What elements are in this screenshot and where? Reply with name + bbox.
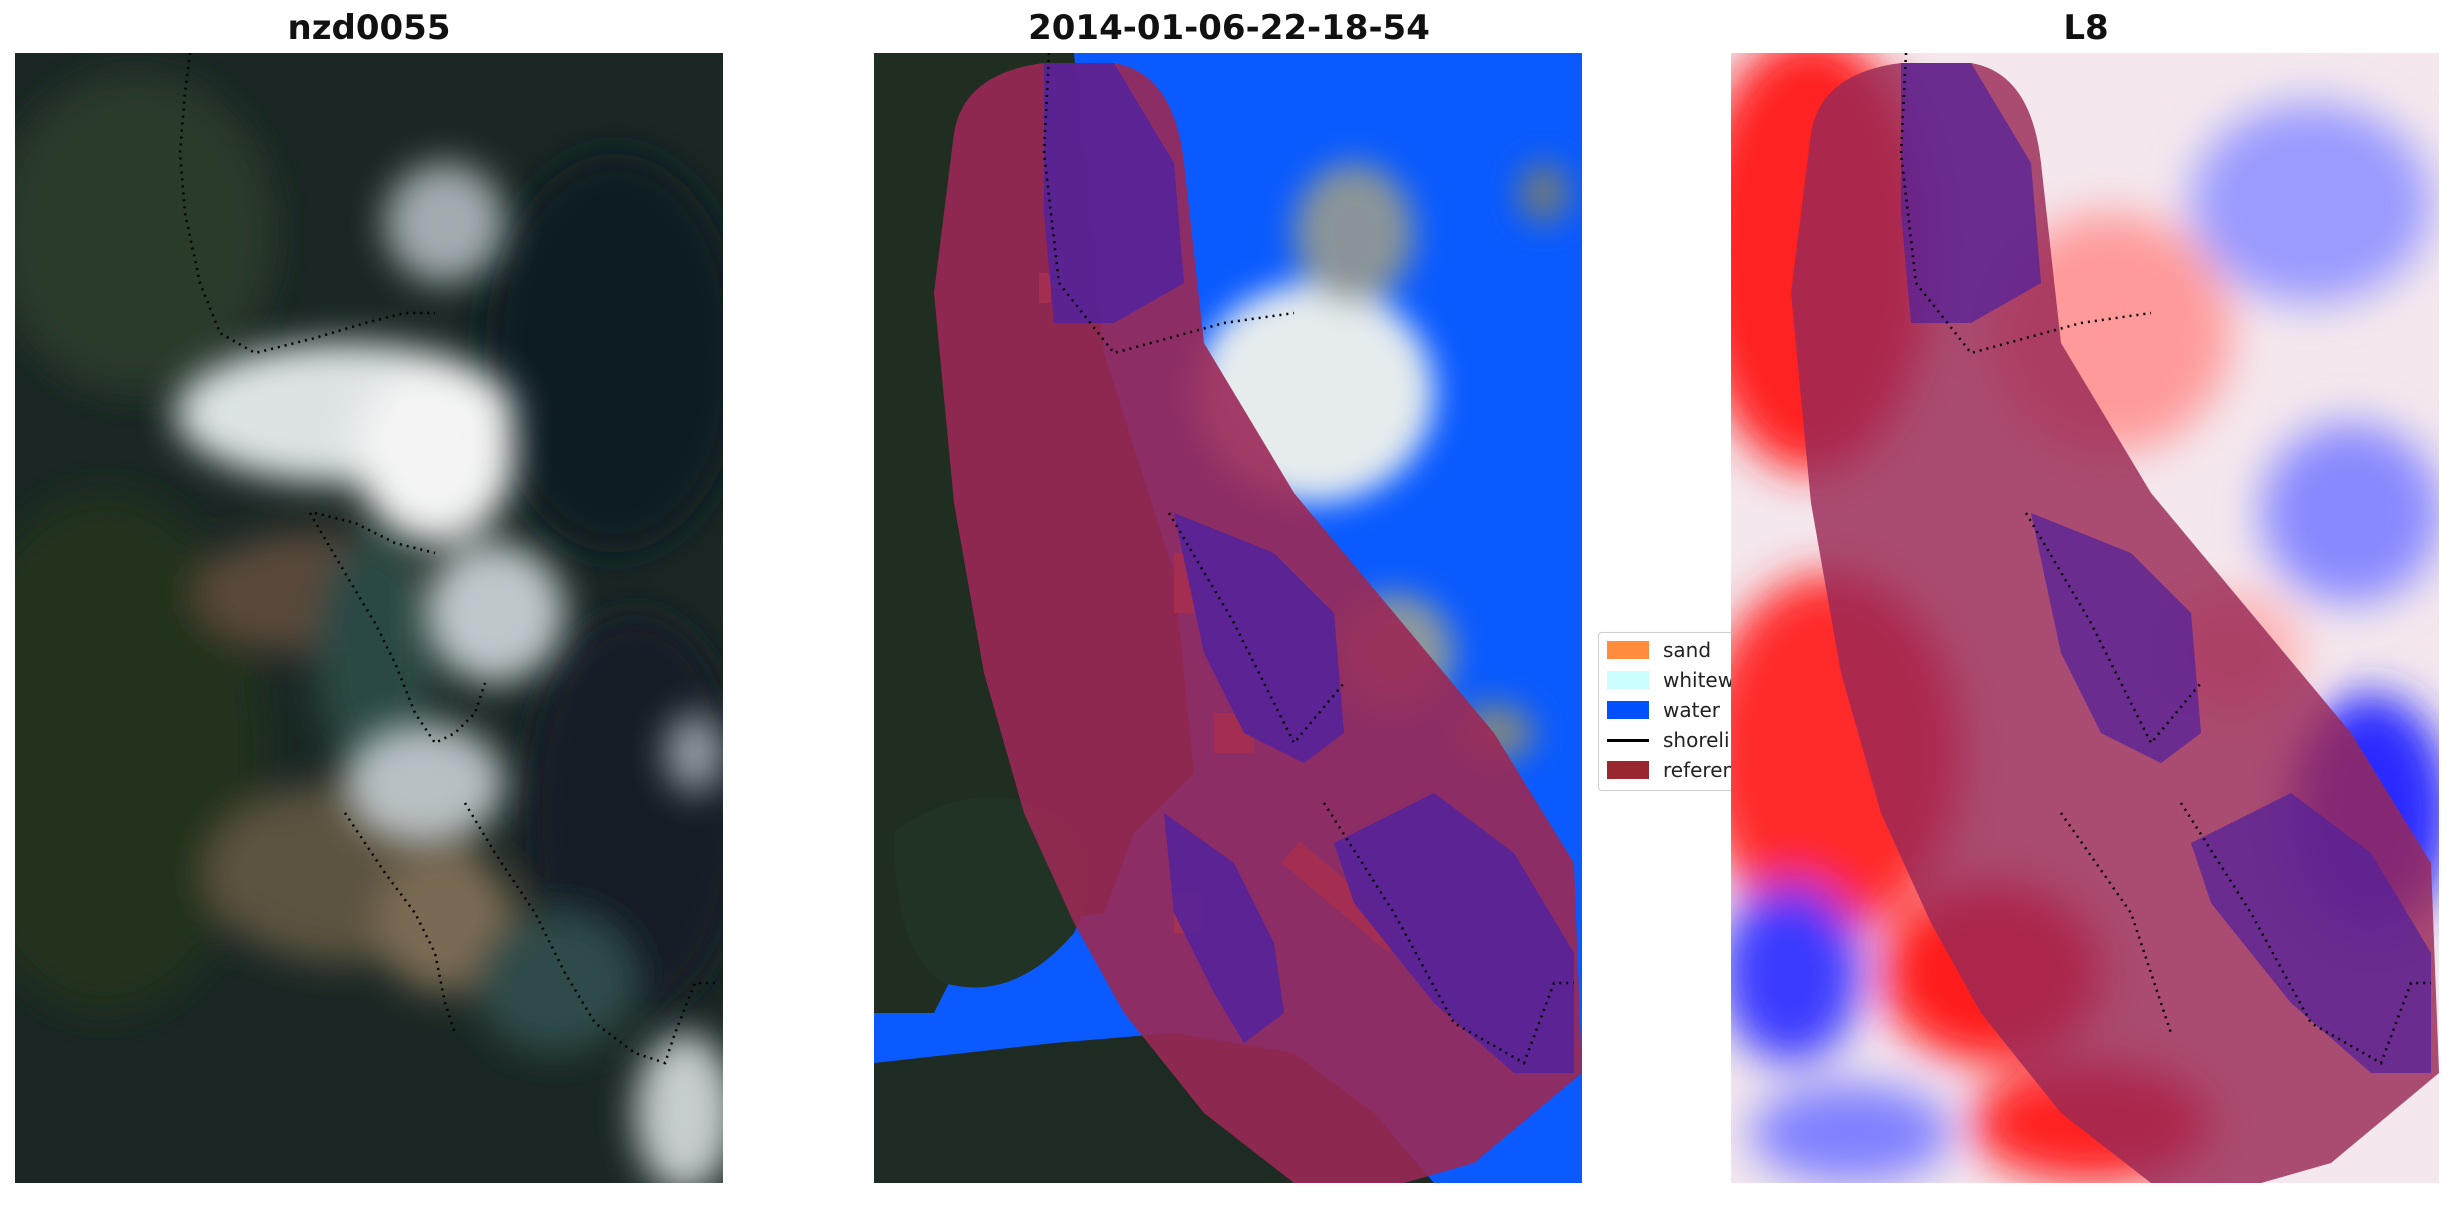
legend-label: sand <box>1663 638 1712 662</box>
legend-swatch-sand <box>1607 641 1649 659</box>
legend-swatch-water <box>1607 701 1649 719</box>
legend-item-water: water <box>1607 695 1720 725</box>
legend-swatch-shoreline <box>1607 738 1649 742</box>
legend-swatch-reference-buffer <box>1607 761 1649 779</box>
index-map <box>1731 53 2439 1183</box>
panel-title-rgb: nzd0055 <box>287 8 451 48</box>
panel-title-index: L8 <box>2063 8 2109 48</box>
panel-title-classified: 2014-01-06-22-18-54 <box>1028 8 1430 48</box>
classified-image <box>874 53 1582 1183</box>
legend-swatch-whitewater <box>1607 671 1649 689</box>
rgb-satellite-image <box>15 53 723 1183</box>
legend-item-sand: sand <box>1607 635 1711 665</box>
legend: sand whitewater water shoreline referenc… <box>1598 632 1922 791</box>
legend-label: water <box>1663 698 1720 722</box>
